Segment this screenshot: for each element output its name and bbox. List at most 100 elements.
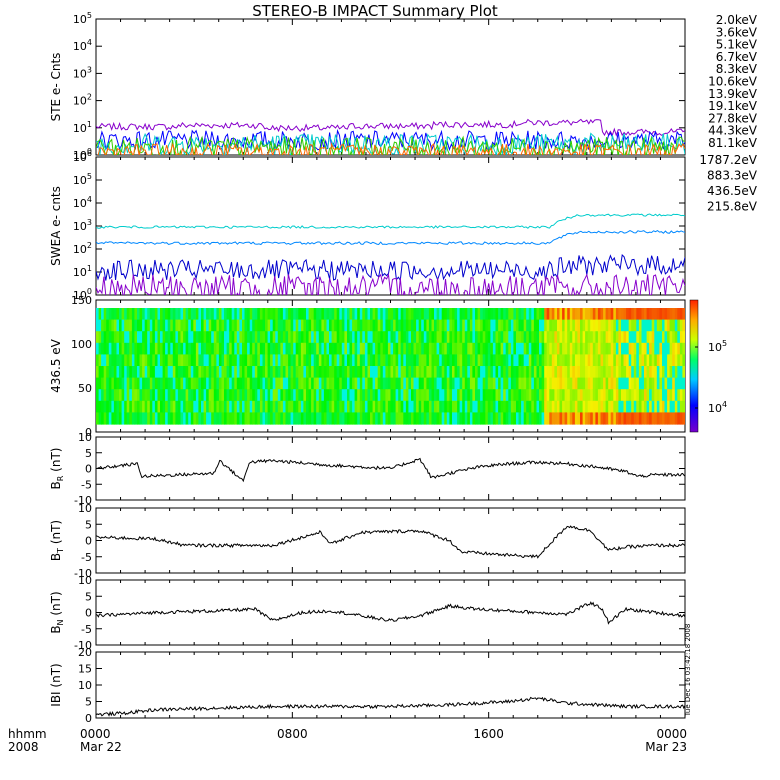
heatmap-cell xyxy=(101,319,105,332)
heatmap-cell xyxy=(111,366,115,379)
heatmap-cell xyxy=(149,319,153,332)
heatmap-cell xyxy=(646,354,650,367)
heatmap-cell xyxy=(452,366,456,379)
heatmap-cell xyxy=(436,342,440,355)
heatmap-cell xyxy=(551,331,555,344)
heatmap-cell xyxy=(387,308,392,321)
heatmap-cell xyxy=(492,319,497,332)
heatmap-cell xyxy=(306,331,310,344)
heatmap-cell xyxy=(526,412,530,425)
heatmap-cell xyxy=(257,412,261,425)
heatmap-cell xyxy=(211,412,215,425)
heatmap-cell xyxy=(439,412,443,425)
heatmap-cell xyxy=(380,377,384,390)
heatmap-cell xyxy=(557,354,561,367)
heatmap-cell xyxy=(298,331,302,344)
heatmap-cell xyxy=(531,319,535,332)
heatmap-cell xyxy=(231,354,235,367)
heatmap-cell xyxy=(167,342,171,355)
heatmap-cell xyxy=(180,342,184,355)
heatmap-cell xyxy=(523,400,527,413)
heatmap-cell xyxy=(490,377,494,390)
heatmap-cell xyxy=(137,377,141,390)
heatmap-cell xyxy=(664,412,668,425)
heatmap-cell xyxy=(180,377,184,390)
heatmap-cell xyxy=(467,354,471,367)
heatmap-cell xyxy=(603,366,607,379)
heatmap-cell xyxy=(244,389,248,402)
heatmap-cell xyxy=(352,400,356,413)
heatmap-cell xyxy=(551,377,555,390)
heatmap-cell xyxy=(221,389,225,402)
heatmap-cell xyxy=(615,366,620,379)
heatmap-cell xyxy=(580,331,584,344)
heatmap-cell xyxy=(408,319,412,332)
heatmap-cell xyxy=(518,377,522,390)
heatmap-cell xyxy=(677,366,681,379)
heatmap-cell xyxy=(431,412,435,425)
heatmap-cell xyxy=(339,331,343,344)
heatmap-cell xyxy=(119,400,123,413)
heatmap-cell xyxy=(408,412,412,425)
heatmap-cell xyxy=(564,412,568,425)
heatmap-cell xyxy=(175,342,179,355)
heatmap-cell xyxy=(101,377,105,390)
heatmap-cell xyxy=(300,342,305,355)
heatmap-cell xyxy=(549,354,553,367)
heatmap-cell xyxy=(218,366,223,379)
heatmap-cell xyxy=(344,389,348,402)
heatmap-cell xyxy=(603,377,607,390)
heatmap-cell xyxy=(567,308,571,321)
heatmap-cell xyxy=(357,331,361,344)
heatmap-cell xyxy=(377,308,381,321)
heatmap-cell xyxy=(339,389,343,402)
heatmap-cell xyxy=(567,331,571,344)
heatmap-cell xyxy=(239,389,243,402)
heatmap-cell xyxy=(124,319,128,332)
heatmap-cell xyxy=(469,342,474,355)
heatmap-cell xyxy=(226,308,230,321)
heatmap-cell xyxy=(111,389,115,402)
heatmap-cell xyxy=(452,400,456,413)
time-tick-label: 0000 xyxy=(80,727,111,741)
legend-entry: 215.8eV xyxy=(707,200,758,214)
heatmap-cell xyxy=(380,342,384,355)
heatmap-cell xyxy=(229,400,233,413)
heatmap-cell xyxy=(610,331,614,344)
heatmap-cell xyxy=(98,400,102,413)
heatmap-cell xyxy=(213,389,217,402)
heatmap-cell xyxy=(439,366,443,379)
heatmap-cell xyxy=(641,319,645,332)
heatmap-cell xyxy=(628,354,632,367)
heatmap-cell xyxy=(487,389,491,402)
heatmap-cell xyxy=(208,319,212,332)
heatmap-cell xyxy=(536,308,540,321)
heatmap-cell xyxy=(482,412,486,425)
heatmap-cell xyxy=(516,412,520,425)
heatmap-cell xyxy=(152,400,156,413)
heatmap-cell xyxy=(370,366,374,379)
heatmap-cell xyxy=(306,319,310,332)
heatmap-cell xyxy=(121,412,125,425)
heatmap-cell xyxy=(206,342,210,355)
heatmap-cell xyxy=(472,412,476,425)
heatmap-cell xyxy=(651,308,655,321)
heatmap-cell xyxy=(667,412,671,425)
heatmap-cell xyxy=(682,319,685,332)
heatmap-cell xyxy=(139,389,143,402)
heatmap-cell xyxy=(175,308,179,321)
heatmap-cell xyxy=(139,377,143,390)
heatmap-cell xyxy=(498,389,502,402)
heatmap-cell xyxy=(416,319,420,332)
heatmap-cell xyxy=(603,331,607,344)
heatmap-cell xyxy=(557,377,561,390)
heatmap-cell xyxy=(331,412,335,425)
heatmap-cell xyxy=(449,389,453,402)
heatmap-cell xyxy=(157,412,161,425)
heatmap-cell xyxy=(518,389,522,402)
heatmap-cell xyxy=(654,331,658,344)
heatmap-cell xyxy=(408,308,412,321)
heatmap-cell xyxy=(275,342,279,355)
heatmap-cell xyxy=(431,308,435,321)
heatmap-cell xyxy=(290,400,294,413)
